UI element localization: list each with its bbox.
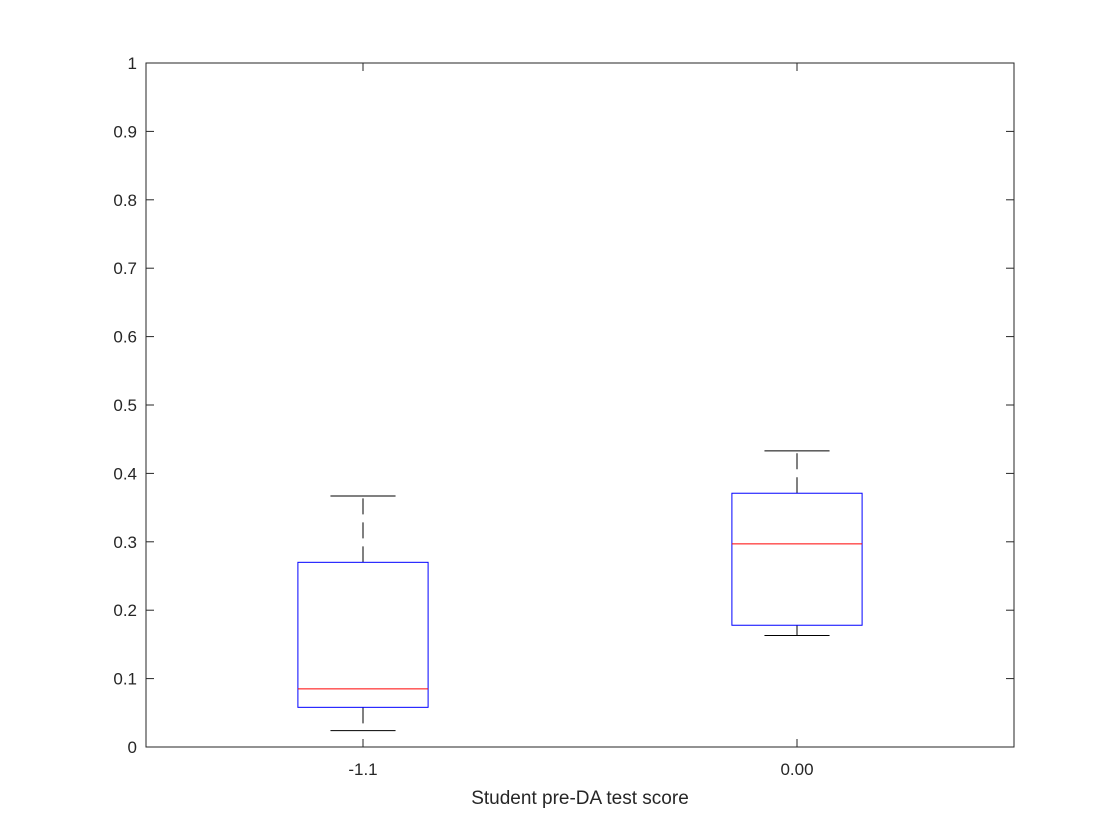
y-tick-label: 0.9 bbox=[113, 122, 137, 141]
box-group bbox=[731, 450, 863, 637]
box-iqr bbox=[731, 492, 863, 626]
y-tick-label: 0.7 bbox=[113, 259, 137, 278]
ticks-layer: 0 0.1 0.2 0.3 0.4 0.5 0.6 0.7 0.8 0.9 1 -1.1 0.00 bbox=[113, 54, 1014, 779]
y-tick-label: 0 bbox=[128, 738, 137, 757]
y-tick-label: 0.3 bbox=[113, 533, 137, 552]
box-group bbox=[297, 495, 429, 732]
y-tick-label: 0.8 bbox=[113, 191, 137, 210]
boxes-layer bbox=[297, 450, 863, 732]
y-tick-label: 1 bbox=[128, 54, 137, 73]
y-tick-label: 0.4 bbox=[113, 464, 137, 483]
x-axis-label: Student pre-DA test score bbox=[471, 788, 689, 809]
y-tick-label: 0.1 bbox=[113, 670, 137, 689]
y-tick-label: 0.6 bbox=[113, 328, 137, 347]
y-tick-label: 0.2 bbox=[113, 601, 137, 620]
axes-frame bbox=[145, 62, 1015, 748]
x-tick-label: -1.1 bbox=[348, 760, 377, 779]
plot-area bbox=[145, 62, 1015, 748]
box-iqr bbox=[297, 561, 429, 708]
y-tick-label: 0.5 bbox=[113, 396, 137, 415]
x-tick-label: 0.00 bbox=[780, 760, 813, 779]
